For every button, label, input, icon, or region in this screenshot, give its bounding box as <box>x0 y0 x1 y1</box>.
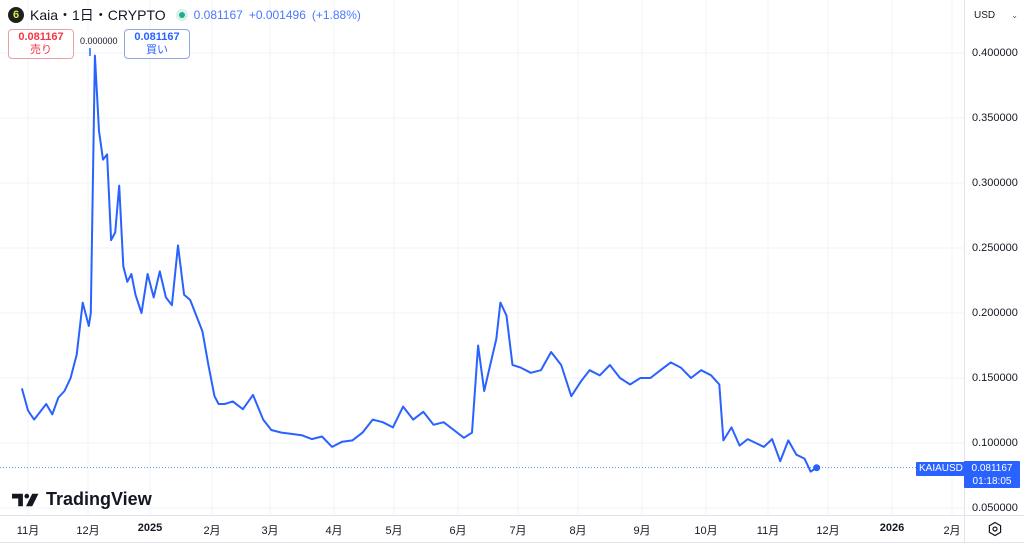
last-price: 0.081167 <box>193 8 243 22</box>
time-tick-label: 2月 <box>203 525 221 537</box>
time-tick-label: 12月 <box>816 525 840 537</box>
time-tick-label: 12月 <box>76 525 100 537</box>
time-tick-label: 4月 <box>325 525 343 537</box>
price-tick-label: 0.400000 <box>972 47 1018 59</box>
price-line-chart[interactable] <box>0 0 964 515</box>
time-tick-label: 2026 <box>879 522 905 534</box>
buy-price: 0.081167 <box>134 31 180 43</box>
time-tick-label: 8月 <box>569 525 587 537</box>
kaia-logo-icon: 6 <box>8 7 24 23</box>
chevron-down-icon: ⌄ <box>1011 10 1018 20</box>
price-tick-label: 0.350000 <box>972 112 1018 124</box>
chart-settings-button[interactable] <box>964 515 1024 543</box>
spread-value: 0.000000 <box>80 36 118 46</box>
time-axis[interactable] <box>0 515 964 543</box>
last-price-value: 0.081167 <box>971 463 1013 474</box>
time-tick-label: 9月 <box>633 525 651 537</box>
time-tick-label: 11月 <box>756 525 780 537</box>
time-tick-label: 5月 <box>385 525 403 537</box>
price-tick-label: 0.050000 <box>972 502 1018 514</box>
currency-selector[interactable]: USD ⌄ <box>968 4 1024 26</box>
time-tick-label: 2025 <box>137 522 163 534</box>
time-tick-label: 11月 <box>16 525 40 537</box>
gear-icon <box>988 521 1001 537</box>
symbol-title[interactable]: Kaia・1日・CRYPTO <box>30 7 166 23</box>
price-change-percent: (+1.88%) <box>311 8 361 22</box>
symbol-price-tag: KAIAUSD <box>916 462 966 476</box>
tradingview-logo-icon <box>12 493 39 506</box>
time-tick-label: 10月 <box>694 525 718 537</box>
bar-countdown: 01:18:05 <box>972 476 1012 487</box>
price-tick-label: 0.250000 <box>972 242 1018 254</box>
price-axis[interactable] <box>964 0 1024 515</box>
sell-price: 0.081167 <box>18 31 64 43</box>
tradingview-logo[interactable]: TradingView <box>12 489 152 510</box>
sell-label: 売り <box>30 44 52 56</box>
price-change: +0.001496 <box>248 8 306 22</box>
currency-label: USD <box>974 9 996 21</box>
last-price-label: 0.081167 01:18:05 <box>964 461 1020 488</box>
buy-label: 買い <box>146 44 168 56</box>
tradingview-wordmark: TradingView <box>46 489 152 509</box>
time-tick-label: 2月 <box>943 525 961 537</box>
market-status-icon[interactable] <box>175 9 188 21</box>
sell-button[interactable]: 0.081167 売り <box>8 29 74 59</box>
chart-pane[interactable] <box>0 0 964 515</box>
time-tick-label: 3月 <box>261 525 279 537</box>
price-tick-label: 0.150000 <box>972 372 1018 384</box>
price-tick-label: 0.100000 <box>972 437 1018 449</box>
price-tick-label: 0.200000 <box>972 307 1018 319</box>
symbol-header: 6 Kaia・1日・CRYPTO 0.081167 +0.001496 (+1.… <box>8 5 361 25</box>
price-tick-label: 0.300000 <box>972 177 1018 189</box>
buy-button[interactable]: 0.081167 買い <box>124 29 190 59</box>
time-tick-label: 7月 <box>509 525 527 537</box>
time-tick-label: 6月 <box>449 525 467 537</box>
